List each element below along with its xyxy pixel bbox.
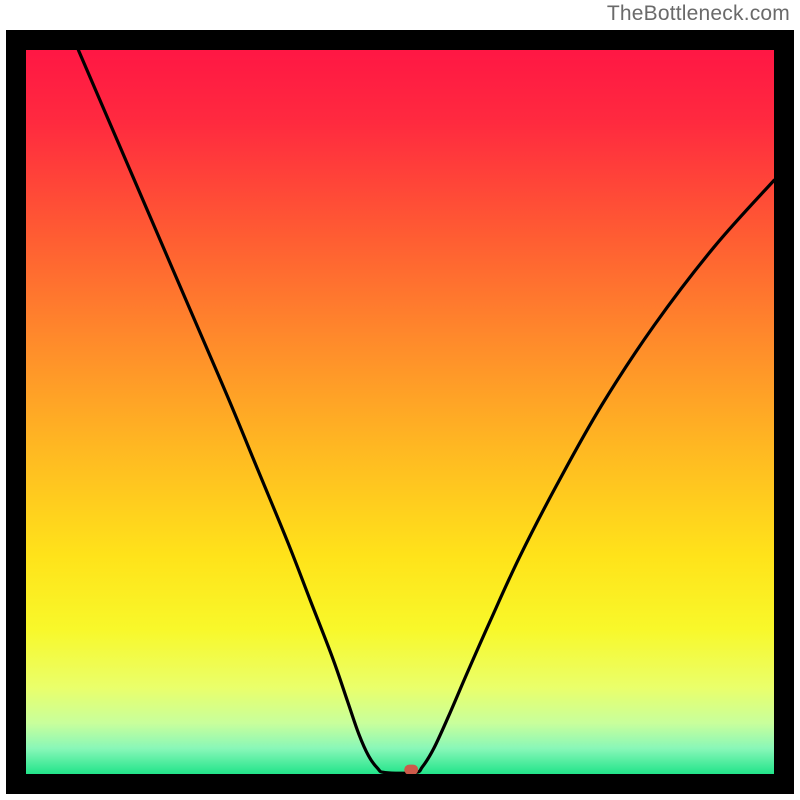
watermark-text: TheBottleneck.com xyxy=(607,2,790,26)
optimum-marker xyxy=(404,765,418,775)
bottleneck-chart xyxy=(0,0,800,800)
